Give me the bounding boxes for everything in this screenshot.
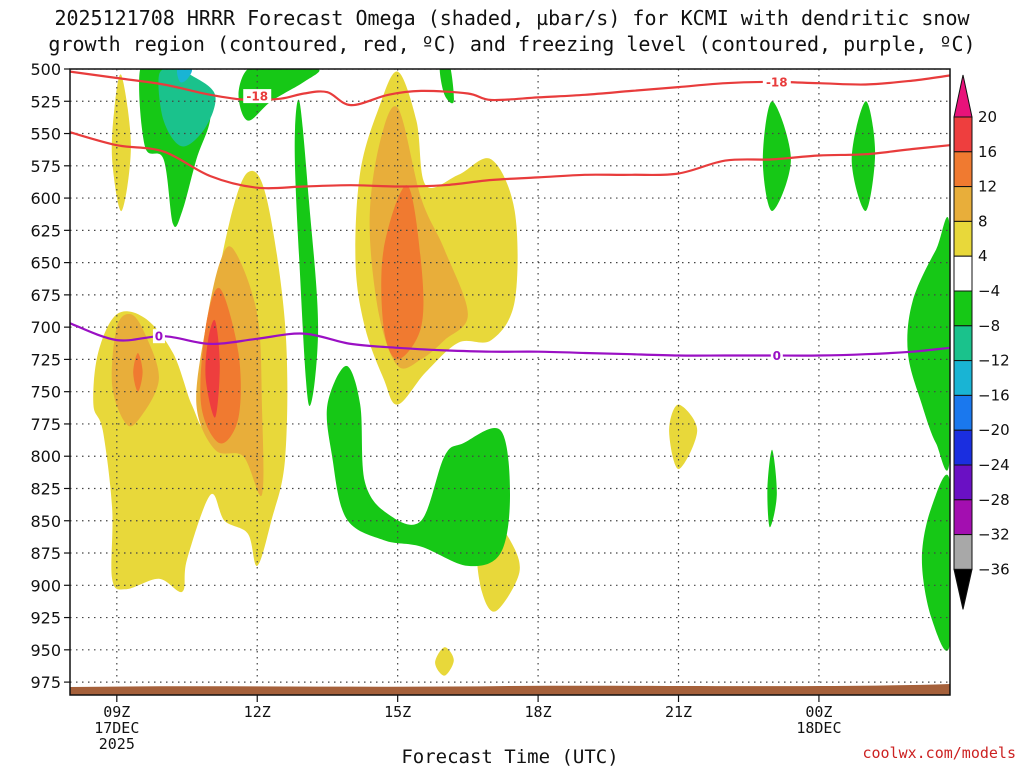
colorbar-segment--20-to--24 bbox=[953, 429, 973, 466]
omega-region-24 bbox=[176, 69, 193, 83]
omega-region-19 bbox=[851, 101, 876, 212]
colorbar-label--16: −16 bbox=[978, 386, 1010, 404]
colorbar-label-20: 20 bbox=[978, 108, 997, 126]
y-tick-label-525: 525 bbox=[30, 92, 61, 111]
colorbar-segment--4-to--8 bbox=[953, 290, 973, 327]
y-tick-label-825: 825 bbox=[30, 479, 61, 498]
y-tick-label-975: 975 bbox=[30, 673, 61, 692]
contour-snow-growth-lower bbox=[70, 131, 950, 190]
contour-label-0: -18 bbox=[246, 90, 268, 104]
omega-region-23 bbox=[158, 69, 216, 147]
colorbar-label-4: 4 bbox=[978, 247, 988, 265]
colorbar-label--36: −36 bbox=[978, 560, 1010, 578]
colorbar-segment--24-to--28 bbox=[953, 464, 973, 501]
omega-region-15 bbox=[294, 99, 319, 406]
omega-region-17 bbox=[439, 69, 454, 104]
colorbar-label--20: −20 bbox=[978, 421, 1010, 439]
colorbar-label-12: 12 bbox=[978, 178, 997, 196]
colorbar-segment--16-to--20 bbox=[953, 394, 973, 431]
omega-region-1 bbox=[111, 74, 131, 212]
omega-region-14 bbox=[238, 69, 320, 121]
gridlines bbox=[70, 69, 950, 695]
contour-label-bg-0 bbox=[243, 89, 272, 104]
omega-region-9 bbox=[133, 353, 143, 392]
omega-region-11 bbox=[381, 185, 424, 360]
x-tick-label-17DEC: 17DEC bbox=[94, 719, 139, 737]
credit-link[interactable]: coolwx.com/models bbox=[862, 744, 1016, 762]
x-axis-label: Forecast Time (UTC) bbox=[401, 746, 619, 768]
x-tick-label-21Z: 21Z bbox=[665, 703, 692, 721]
omega-region-5 bbox=[435, 647, 454, 676]
colorbar-segment-20-to-16 bbox=[953, 116, 973, 153]
colorbar-label--28: −28 bbox=[978, 491, 1010, 509]
y-tick-label-750: 750 bbox=[30, 383, 61, 402]
chart-title-line-2: growth region (contoured, red, ºC) and f… bbox=[48, 32, 976, 56]
y-tick-label-800: 800 bbox=[30, 447, 61, 466]
y-tick-label-625: 625 bbox=[30, 221, 61, 240]
omega-region-4 bbox=[669, 404, 698, 470]
contour-label-3: 0 bbox=[773, 349, 781, 363]
y-tick-label-700: 700 bbox=[30, 318, 61, 337]
colorbar-segment--32-to--36 bbox=[953, 534, 973, 570]
y-tick-label-950: 950 bbox=[30, 641, 61, 660]
colorbar-label--32: −32 bbox=[978, 526, 1010, 544]
colorbar-segment--12-to--16 bbox=[953, 360, 973, 396]
y-tick-label-650: 650 bbox=[30, 254, 61, 273]
x-tick-label-00Z: 00Z bbox=[805, 703, 832, 721]
colorbar-label--4: −4 bbox=[978, 282, 1000, 300]
omega-shading-layer bbox=[93, 69, 950, 676]
contour-label-bg-2 bbox=[152, 329, 165, 344]
y-axis: 500 525 550 575 600 625 650 675 700 725 750 775 800 8… bbox=[30, 60, 70, 692]
colorbar-segment--8-to--12 bbox=[953, 325, 973, 362]
colorbar-label--12: −12 bbox=[978, 352, 1010, 370]
omega-region-22 bbox=[921, 474, 950, 651]
colorbar-segment-12-to-8 bbox=[953, 186, 973, 222]
x-tick-label-18Z: 18Z bbox=[525, 703, 552, 721]
x-tick-label-18DEC: 18DEC bbox=[796, 719, 841, 737]
x-tick-label-09Z: 09Z bbox=[103, 703, 130, 721]
omega-region-18 bbox=[762, 101, 791, 211]
y-tick-label-925: 925 bbox=[30, 609, 61, 628]
x-tick-label-12Z: 12Z bbox=[244, 703, 271, 721]
terrain-strip bbox=[70, 684, 950, 695]
y-tick-label-775: 775 bbox=[30, 415, 61, 434]
colorbar-segment-8-to-4 bbox=[953, 220, 973, 257]
contour-label-1: -18 bbox=[766, 75, 788, 89]
x-tick-label-2025: 2025 bbox=[99, 735, 135, 753]
y-tick-label-725: 725 bbox=[30, 350, 61, 369]
y-tick-label-850: 850 bbox=[30, 512, 61, 531]
colorbar-arrow-bottom bbox=[953, 568, 973, 610]
terrain-fill bbox=[70, 684, 950, 695]
chart-title-line-1: 2025121708 HRRR Forecast Omega (shaded, … bbox=[54, 6, 970, 30]
colorbar-segment--28-to--32 bbox=[953, 499, 973, 536]
contour-label-bg-1 bbox=[762, 74, 791, 89]
x-tick-label-15Z: 15Z bbox=[384, 703, 411, 721]
y-tick-label-875: 875 bbox=[30, 544, 61, 563]
omega-region-21 bbox=[907, 217, 950, 471]
colorbar: 20 16 12 8 4 −4 −8 −12 −16 −20 −24 −28 −32 −36 bbox=[953, 74, 1010, 610]
plot-frame bbox=[69, 68, 951, 696]
contour-freezing-level bbox=[70, 322, 950, 357]
contour-lines: -18 -18 0 0 bbox=[70, 70, 950, 363]
y-tick-label-675: 675 bbox=[30, 286, 61, 305]
y-tick-label-575: 575 bbox=[30, 157, 61, 176]
y-tick-label-600: 600 bbox=[30, 189, 61, 208]
colorbar-label-8: 8 bbox=[978, 212, 988, 230]
colorbar-segment-4-to--4 bbox=[953, 255, 973, 292]
y-tick-label-900: 900 bbox=[30, 576, 61, 595]
contour-label-bg-3 bbox=[770, 348, 783, 363]
y-tick-label-550: 550 bbox=[30, 125, 61, 144]
colorbar-arrow-top bbox=[953, 74, 973, 118]
colorbar-segment-16-to-12 bbox=[953, 151, 973, 188]
contour-label-2: 0 bbox=[155, 330, 163, 344]
colorbar-label-16: 16 bbox=[978, 143, 997, 161]
omega-region-16 bbox=[326, 365, 510, 567]
colorbar-label--8: −8 bbox=[978, 317, 1000, 335]
colorbar-label--24: −24 bbox=[978, 456, 1010, 474]
y-tick-label-500: 500 bbox=[30, 60, 61, 79]
